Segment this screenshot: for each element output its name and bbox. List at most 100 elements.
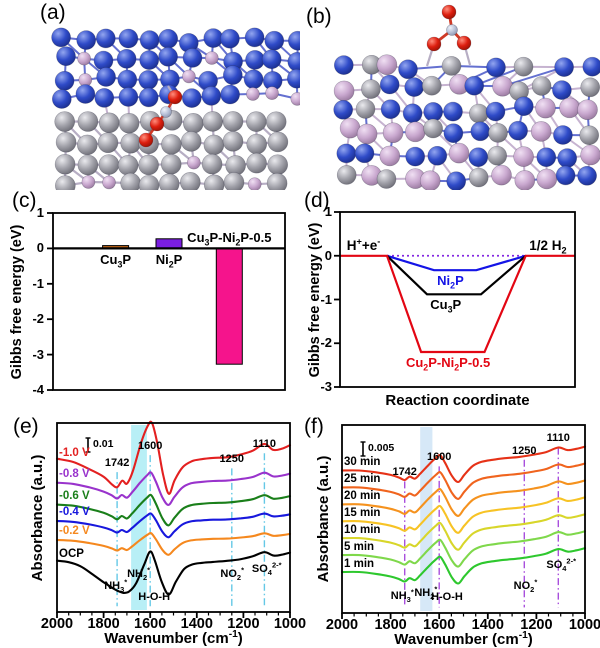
blue-atom (403, 104, 422, 123)
pink-atom (82, 176, 95, 189)
atom-lattice (52, 28, 300, 190)
blue-atom (204, 29, 223, 48)
curve-label: -0.4 V (59, 507, 90, 519)
blue-atom (444, 124, 463, 143)
blue-atom (55, 71, 74, 90)
blue-atom (119, 29, 138, 48)
pink-atom (182, 70, 195, 83)
gray-atom (247, 134, 267, 154)
spectrum-curve-1 (57, 472, 290, 505)
pink-atom (383, 123, 403, 143)
blue-atom (262, 50, 281, 69)
bar-2 (216, 248, 242, 364)
atom-lattice (334, 55, 600, 190)
pink-atom (531, 121, 551, 141)
gray-atom (377, 170, 396, 189)
blue-atom (245, 28, 264, 47)
y-tick-label: -3 (32, 348, 44, 361)
blue-atom (514, 97, 533, 116)
blue-atom (96, 29, 115, 48)
blue-atom (182, 89, 201, 108)
species-annotation: NH2* (127, 569, 150, 580)
wavenumber-annotation: 1742 (392, 467, 416, 478)
gray-atom (204, 135, 224, 155)
initial-state-label: H++e- (347, 239, 381, 253)
series-label: Cu3P (430, 298, 461, 311)
blue-atom (556, 166, 575, 185)
pink-atom (420, 171, 440, 190)
gray-atom (99, 155, 119, 175)
blue-atom (334, 100, 353, 119)
wavenumber-annotation: 1110 (253, 439, 276, 450)
x-axis-title: Reaction coordinate (385, 393, 529, 408)
x-tick-label: 1000 (569, 618, 600, 633)
blue-atom (334, 56, 353, 75)
y-tick-label: -3 (320, 380, 332, 393)
x-tick-label: 1000 (274, 617, 306, 632)
panel-b-letter: (b) (306, 6, 332, 27)
pink-atom (449, 143, 469, 163)
blue-atom (139, 88, 158, 107)
bar-label: Ni2P (156, 253, 183, 266)
gray-atom (55, 112, 75, 132)
pink-atom (78, 52, 91, 65)
blue-atom (509, 121, 528, 140)
curve-label: 15 min (344, 508, 380, 520)
scale-bar-value: 0.005 (368, 443, 394, 454)
pink-atom (560, 98, 580, 118)
y-tick-label: -2 (32, 312, 44, 325)
gray-atom (580, 126, 599, 145)
panel-b: (b) (300, 0, 600, 190)
gray-atom (180, 172, 200, 190)
gray-atom (161, 134, 181, 154)
curve-label: OCP (59, 549, 84, 561)
gray-atom (422, 76, 441, 95)
blue-atom (119, 88, 138, 107)
gray-atom (266, 112, 286, 132)
gray-atom (469, 104, 488, 123)
blue-atom (265, 31, 284, 50)
blue-atom (140, 51, 159, 70)
x-tick-label: 2000 (326, 618, 358, 633)
gray-atom (99, 113, 119, 133)
blue-atom (471, 122, 490, 141)
spectrum-curve-0 (57, 422, 290, 494)
red-atom (457, 36, 471, 50)
blue-atom (399, 60, 418, 79)
pink-atom (187, 156, 200, 169)
blue-atom (76, 85, 95, 104)
species-annotation: NH3* (104, 581, 127, 592)
curve-label: 20 min (344, 491, 380, 503)
species-annotation: NH3* (391, 591, 414, 602)
curve-label: 10 min (344, 525, 380, 537)
blue-atom (428, 146, 447, 165)
gray-atom (78, 112, 98, 132)
spectrum-curve-4 (57, 533, 290, 555)
x-tick-label: 2000 (41, 617, 73, 632)
gray-atom (267, 173, 287, 190)
pink-atom (357, 124, 377, 144)
pink-atom (515, 170, 535, 190)
blue-atom (140, 31, 159, 50)
species-annotation: H-O-H (138, 592, 170, 603)
blue-atom (117, 49, 136, 68)
blue-atom (469, 148, 488, 167)
gray-atom (514, 57, 533, 76)
blue-atom (381, 100, 400, 119)
gray-atom (268, 132, 288, 152)
wavenumber-annotation: 1110 (547, 433, 570, 444)
gray-atom (77, 135, 97, 155)
curve-label: 25 min (344, 474, 380, 486)
gray-atom (55, 176, 75, 190)
gray-atom (268, 155, 288, 175)
panel-a-letter: (a) (40, 2, 66, 23)
gray-atom (424, 119, 443, 138)
gray-atom (119, 113, 139, 133)
gray-atom (118, 155, 138, 175)
blue-atom (553, 126, 572, 145)
species-annotation: H-O-H (431, 592, 463, 603)
n-atom (161, 107, 172, 118)
x-axis-title: Wavenumber (cm-1) (394, 632, 533, 647)
blue-atom (95, 88, 114, 107)
spectrum-curve-3 (57, 513, 290, 537)
